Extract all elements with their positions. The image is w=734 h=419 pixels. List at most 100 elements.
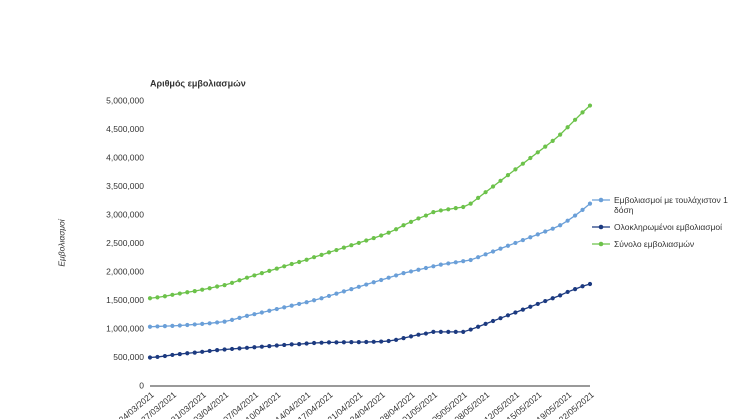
data-point [147,324,153,329]
data-point [505,173,511,178]
data-point [267,268,272,273]
data-point [483,190,488,195]
data-point [408,269,414,274]
data-point [468,201,473,206]
data-point [513,167,518,172]
legend-item: Εμβολιασμοί με τουλάχιστον 1 δόση [592,195,728,215]
legend-swatch [592,241,610,247]
data-point [356,284,361,289]
data-point [244,313,250,318]
data-point [416,267,421,272]
data-point [513,310,518,315]
data-point [394,337,399,342]
data-point [364,339,369,345]
data-point [207,321,212,326]
data-point [326,293,332,299]
data-point [282,342,287,348]
data-point [147,355,153,360]
data-point [423,331,429,336]
legend-item: Ολοκληρωμένοι εμβολιασμοί [592,222,728,232]
data-point [282,305,287,310]
data-point [207,286,212,291]
data-point [587,201,593,206]
y-tick-label: 1,500,000 [106,295,144,305]
data-point [446,329,451,334]
data-point [222,319,227,324]
data-point [192,288,197,294]
data-point [229,280,235,285]
data-point [259,344,264,349]
legend-swatch [592,224,610,230]
data-point [483,252,488,257]
legend-label: Εμβολιασμοί με τουλάχιστον 1 δόση [614,195,728,215]
legend-dot [598,197,604,203]
data-point [558,132,563,137]
data-point [170,352,175,358]
data-point [565,289,570,295]
y-tick-label: 3,000,000 [106,209,144,219]
data-point [446,207,451,212]
data-point [468,257,473,263]
y-tick-label: 3,500,000 [106,181,144,191]
data-point [349,340,354,345]
data-point [401,271,406,276]
data-point [215,347,220,353]
data-point [267,344,272,349]
legend: Εμβολιασμοί με τουλάχιστον 1 δόση Ολοκληρ… [592,195,728,256]
data-point [170,323,175,328]
data-point [371,235,376,241]
legend-dot [598,224,604,230]
data-point [311,340,317,346]
data-point [282,264,287,269]
data-point [334,291,339,296]
data-point [237,278,242,283]
data-point [319,252,324,257]
data-point [244,345,250,350]
data-point [304,341,309,346]
data-point [386,275,391,280]
data-point [192,350,197,355]
data-point [520,237,525,243]
data-point [401,223,406,228]
data-point [147,296,153,301]
y-tick-label: 2,500,000 [106,238,144,248]
data-point [229,346,235,352]
data-point [416,216,421,221]
data-point [490,318,496,324]
data-point [259,310,264,315]
data-point [476,255,481,260]
data-point [543,298,548,304]
y-tick-label: 5,000,000 [106,95,144,105]
data-point [349,243,354,248]
data-point [274,343,279,348]
data-point [185,322,190,328]
data-point [341,245,346,250]
data-point [498,178,503,183]
y-tick-label: 4,500,000 [106,124,144,134]
data-point [237,315,242,320]
data-point [379,233,384,238]
data-point [319,296,324,301]
data-point [580,207,585,212]
data-point [408,219,414,224]
data-point [401,336,406,341]
data-point [408,334,414,339]
data-point [558,293,563,298]
data-point [572,213,578,218]
data-point [311,255,317,260]
data-point [379,339,384,344]
data-point [162,324,168,329]
data-point [274,266,279,271]
data-point [319,340,324,345]
legend-swatch [592,197,610,203]
data-point [297,342,302,347]
data-point [297,301,302,307]
data-point [297,259,302,265]
legend-label: Σύνολο εμβολιασμών [614,239,695,249]
data-point [200,287,205,292]
series-line [149,105,591,299]
data-point [222,283,227,288]
legend-item: Σύνολο εμβολιασμών [592,239,728,249]
data-point [177,351,182,357]
